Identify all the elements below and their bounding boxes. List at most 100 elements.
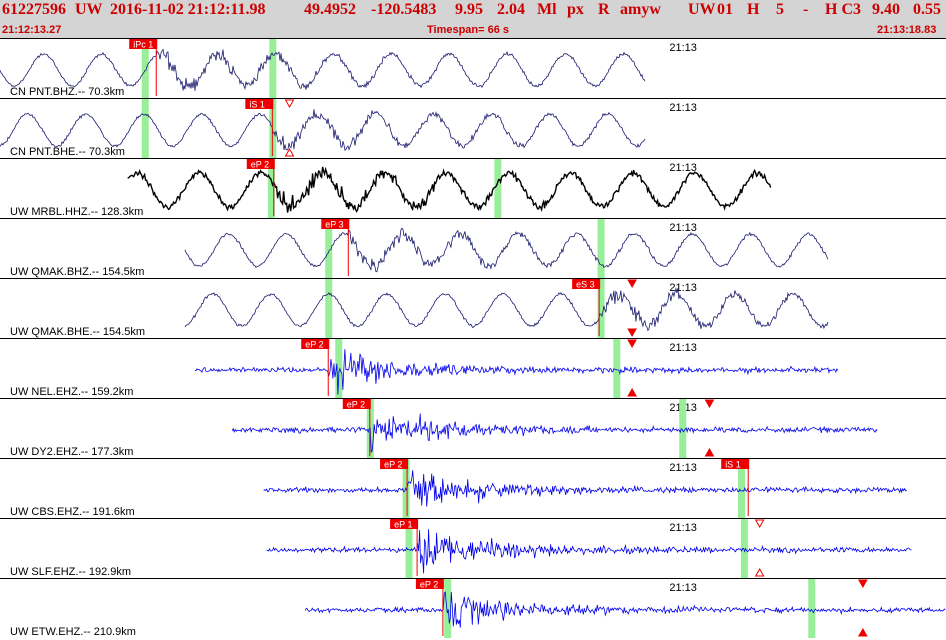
event-quality: H	[747, 1, 760, 18]
end-time: 21:13:18.83	[877, 24, 937, 36]
analysis-window-band	[444, 579, 452, 638]
station-channel-label: UW CBS.EHZ.-- 191.6km	[10, 506, 135, 518]
polarity-marker	[858, 579, 868, 589]
analysis-window-band	[740, 519, 748, 578]
phase-pick-label: iS 1	[249, 100, 265, 110]
time-range-line: 21:12:13.27 Timespan= 66 s 21:13:18.83	[0, 24, 946, 38]
station-channel-label: UW DY2.EHZ.-- 177.3km	[10, 446, 133, 458]
minute-tick-label: 21:13	[669, 462, 697, 474]
station-channel-label: UW QMAK.BHZ.-- 154.5km	[10, 266, 144, 278]
analysis-window-band	[597, 219, 605, 278]
analysis-window-band	[141, 39, 149, 98]
polarity-marker	[754, 567, 765, 577]
analysis-window-band	[808, 579, 816, 638]
station-channel-label: UW ETW.EHZ.-- 210.9km	[10, 626, 136, 638]
event-analyst: amyw	[620, 1, 661, 18]
station-channel-label: UW SLF.EHZ.-- 192.9km	[10, 566, 131, 578]
waveform-trace	[231, 413, 878, 454]
event-header: 61227596 UW 2016-11-02 21:12:11.98 49.49…	[0, 0, 946, 38]
station-channel-label: CN PNT.BHE.-- 70.3km	[10, 146, 125, 158]
timespan: Timespan= 66 s	[427, 24, 510, 36]
station-channel-label: UW NEL.EHZ.-- 159.2km	[10, 386, 133, 398]
phase-pick-label: eP 1	[394, 520, 412, 530]
analysis-window-band	[325, 279, 333, 338]
phase-pick-label: iPc 1	[133, 40, 153, 50]
event-num-value: 5	[776, 1, 784, 18]
seismogram-plot: 21:13 21:13 21:13 21:13 21:13 21:13 21:13 21:13…	[0, 38, 946, 638]
event-class-code: H C3	[825, 1, 861, 18]
waveform-trace	[0, 109, 646, 152]
polarity-marker	[627, 339, 637, 349]
waveform-trace	[263, 470, 907, 507]
analysis-window-band	[141, 99, 149, 158]
phase-pick-box	[721, 459, 750, 469]
analysis-window-band	[335, 339, 343, 398]
station-channel-label: CN PNT.BHZ.-- 70.3km	[10, 86, 124, 98]
start-time: 21:12:13.27	[2, 24, 62, 36]
polarity-marker	[704, 447, 715, 457]
analysis-window-band	[269, 39, 277, 98]
polarity-marker	[704, 399, 715, 409]
minute-tick-label: 21:13	[669, 582, 697, 594]
phase-pick-box	[129, 39, 158, 49]
phase-pick-label: iS 1	[725, 460, 741, 470]
station-channel-label: UW QMAK.BHE.-- 154.5km	[10, 326, 145, 338]
waveform-trace	[194, 349, 839, 395]
phase-pick-box	[245, 99, 274, 109]
phase-pick-label: eP 2	[347, 400, 365, 410]
phase-pick-label: eP 3	[325, 220, 343, 230]
event-dash: -	[803, 1, 809, 18]
waveform-trace	[266, 529, 912, 574]
analysis-window-band	[613, 339, 621, 398]
waveform-trace	[184, 227, 829, 273]
event-mag-type: Ml	[537, 1, 557, 18]
station-channel-label: UW MRBL.HHZ.-- 128.3km	[10, 206, 143, 218]
event-value-b: 0.55	[913, 1, 941, 18]
phase-pick-box	[415, 579, 444, 589]
event-version: 01	[717, 1, 733, 18]
waveform-trace	[184, 287, 829, 332]
event-summary-line: 61227596 UW 2016-11-02 21:12:11.98 49.49…	[0, 1, 946, 23]
minute-tick-label: 21:13	[669, 162, 697, 174]
minute-tick-label: 21:13	[669, 222, 697, 234]
phase-pick-label: eP 2	[420, 580, 438, 590]
analysis-window-band	[405, 519, 413, 578]
phase-pick-label: eP 2	[251, 160, 269, 170]
event-lat: 49.4952	[304, 1, 356, 18]
phase-pick-box	[301, 339, 330, 349]
event-id: 61227596	[2, 1, 66, 18]
polarity-marker	[627, 387, 637, 397]
event-review-flag: R	[598, 1, 610, 18]
polarity-marker	[284, 147, 295, 157]
minute-tick-label: 21:13	[669, 42, 697, 54]
phase-pick-box	[342, 399, 371, 409]
waveform-trace	[0, 48, 646, 91]
analysis-window-band	[267, 159, 275, 218]
minute-tick-label: 21:13	[669, 282, 697, 294]
analysis-window-band	[679, 399, 687, 458]
polarity-marker	[754, 519, 765, 529]
polarity-marker	[858, 627, 868, 637]
phase-pick-box	[390, 519, 419, 529]
event-lon: -120.5483	[371, 1, 437, 18]
waveform-trace	[127, 166, 772, 213]
event-value-a: 9.40	[872, 1, 900, 18]
phase-pick-label: eP 2	[305, 340, 323, 350]
analysis-window-band	[325, 219, 333, 278]
event-network: UW	[75, 1, 103, 18]
minute-tick-label: 21:13	[669, 102, 697, 114]
analysis-window-band	[494, 159, 502, 218]
phase-pick-box	[246, 159, 275, 169]
polarity-marker	[627, 279, 637, 289]
analysis-window-band	[597, 279, 605, 338]
event-source: UW	[688, 1, 716, 18]
phase-pick-box	[380, 459, 409, 469]
phase-pick-label: eP 2	[384, 460, 402, 470]
event-datetime: 2016-11-02 21:12:11.98	[110, 1, 266, 18]
event-type-code: px	[567, 1, 584, 18]
waveform-trace	[304, 591, 946, 628]
phase-pick-box	[572, 279, 601, 289]
phase-pick-label: eS 3	[576, 280, 595, 290]
polarity-marker	[627, 328, 637, 338]
polarity-marker	[284, 99, 295, 109]
